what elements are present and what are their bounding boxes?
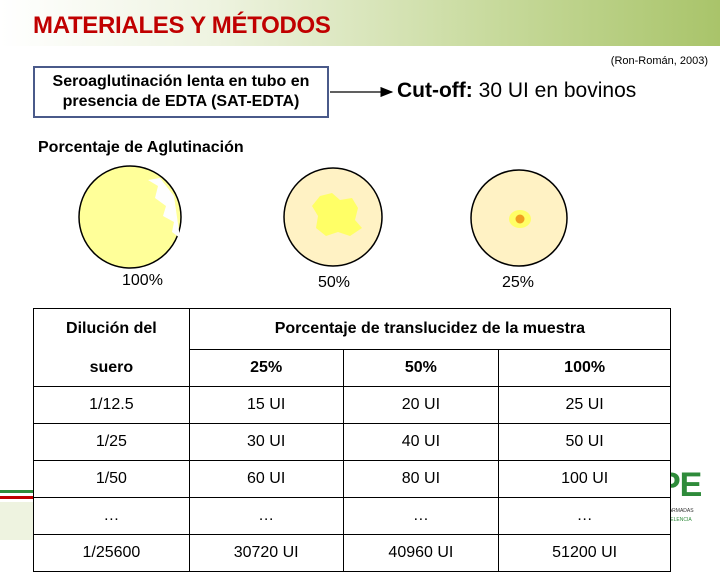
dilution-cell: … [33, 497, 190, 535]
label-50: 50% [318, 274, 351, 291]
cutoff-label: Cut-off: [397, 79, 473, 102]
cutoff-text: Cut-off: 30 UI en bovinos [397, 79, 636, 103]
agglutination-circle-100 [78, 165, 182, 269]
citation: (Ron-Román, 2003) [610, 55, 708, 67]
value-cell: 30720 UI [188, 534, 344, 572]
dilution-cell: 1/25 [33, 423, 190, 461]
diagram-art [78, 86, 568, 269]
logo-line-2: EXCELENCIA [660, 517, 692, 523]
section-label: Porcentaje de Aglutinación [38, 139, 244, 156]
page-title: MATERIALES Y MÉTODOS [33, 12, 331, 39]
header-dilution-top: Dilución del [33, 308, 190, 350]
value-cell: 50 UI [498, 423, 671, 461]
value-cell: … [498, 497, 671, 535]
table-header-row-2: suero 25% 50% 100% [33, 349, 671, 387]
dilution-cell: 1/25600 [33, 534, 190, 572]
table-row: 1/25600 30720 UI 40960 UI 51200 UI [33, 534, 671, 572]
value-cell: 100 UI [498, 460, 671, 498]
dilution-cell: 1/12.5 [33, 386, 190, 424]
label-100: 100% [122, 272, 163, 289]
value-cell: 40960 UI [342, 534, 500, 572]
table-row: 1/25 30 UI 40 UI 50 UI [33, 423, 671, 461]
value-cell: 40 UI [342, 423, 500, 461]
table-header-row-1: Dilución del Porcentaje de translucidez … [33, 308, 672, 350]
value-cell: … [188, 497, 344, 535]
dilution-table: Dilución del Porcentaje de translucidez … [33, 308, 672, 572]
header-translucency: Porcentaje de translucidez de la muestra [188, 308, 672, 350]
value-cell: … [342, 497, 500, 535]
table-row: 1/50 60 UI 80 UI 100 UI [33, 460, 671, 498]
column-header: 100% [498, 349, 671, 387]
table-row: … … … … [33, 497, 671, 535]
method-line-1: Seroaglutinación lenta en tubo en [52, 73, 310, 90]
label-25: 25% [502, 274, 535, 291]
value-cell: 60 UI [188, 460, 344, 498]
header-band [0, 0, 720, 46]
corner-decoration [0, 484, 34, 540]
logo-line-1: ZAS ARMADAS [658, 508, 694, 514]
method-line-2: presencia de EDTA (SAT-EDTA) [62, 93, 300, 110]
method-box: Seroaglutinación lenta en tubo en presen… [33, 66, 329, 118]
agglutination-circle-25 [470, 169, 568, 267]
header-dilution-bottom: suero [33, 349, 190, 387]
value-cell: 51200 UI [498, 534, 671, 572]
table-row: 1/12.5 15 UI 20 UI 25 UI [33, 386, 671, 424]
column-header: 25% [188, 349, 344, 387]
value-cell: 20 UI [342, 386, 500, 424]
dilution-cell: 1/50 [33, 460, 190, 498]
column-header: 50% [342, 349, 500, 387]
cutoff-value: 30 UI en bovinos [478, 79, 637, 102]
value-cell: 15 UI [188, 386, 344, 424]
agglutination-circle-50 [283, 167, 383, 267]
value-cell: 25 UI [498, 386, 671, 424]
value-cell: 80 UI [342, 460, 500, 498]
value-cell: 30 UI [188, 423, 344, 461]
